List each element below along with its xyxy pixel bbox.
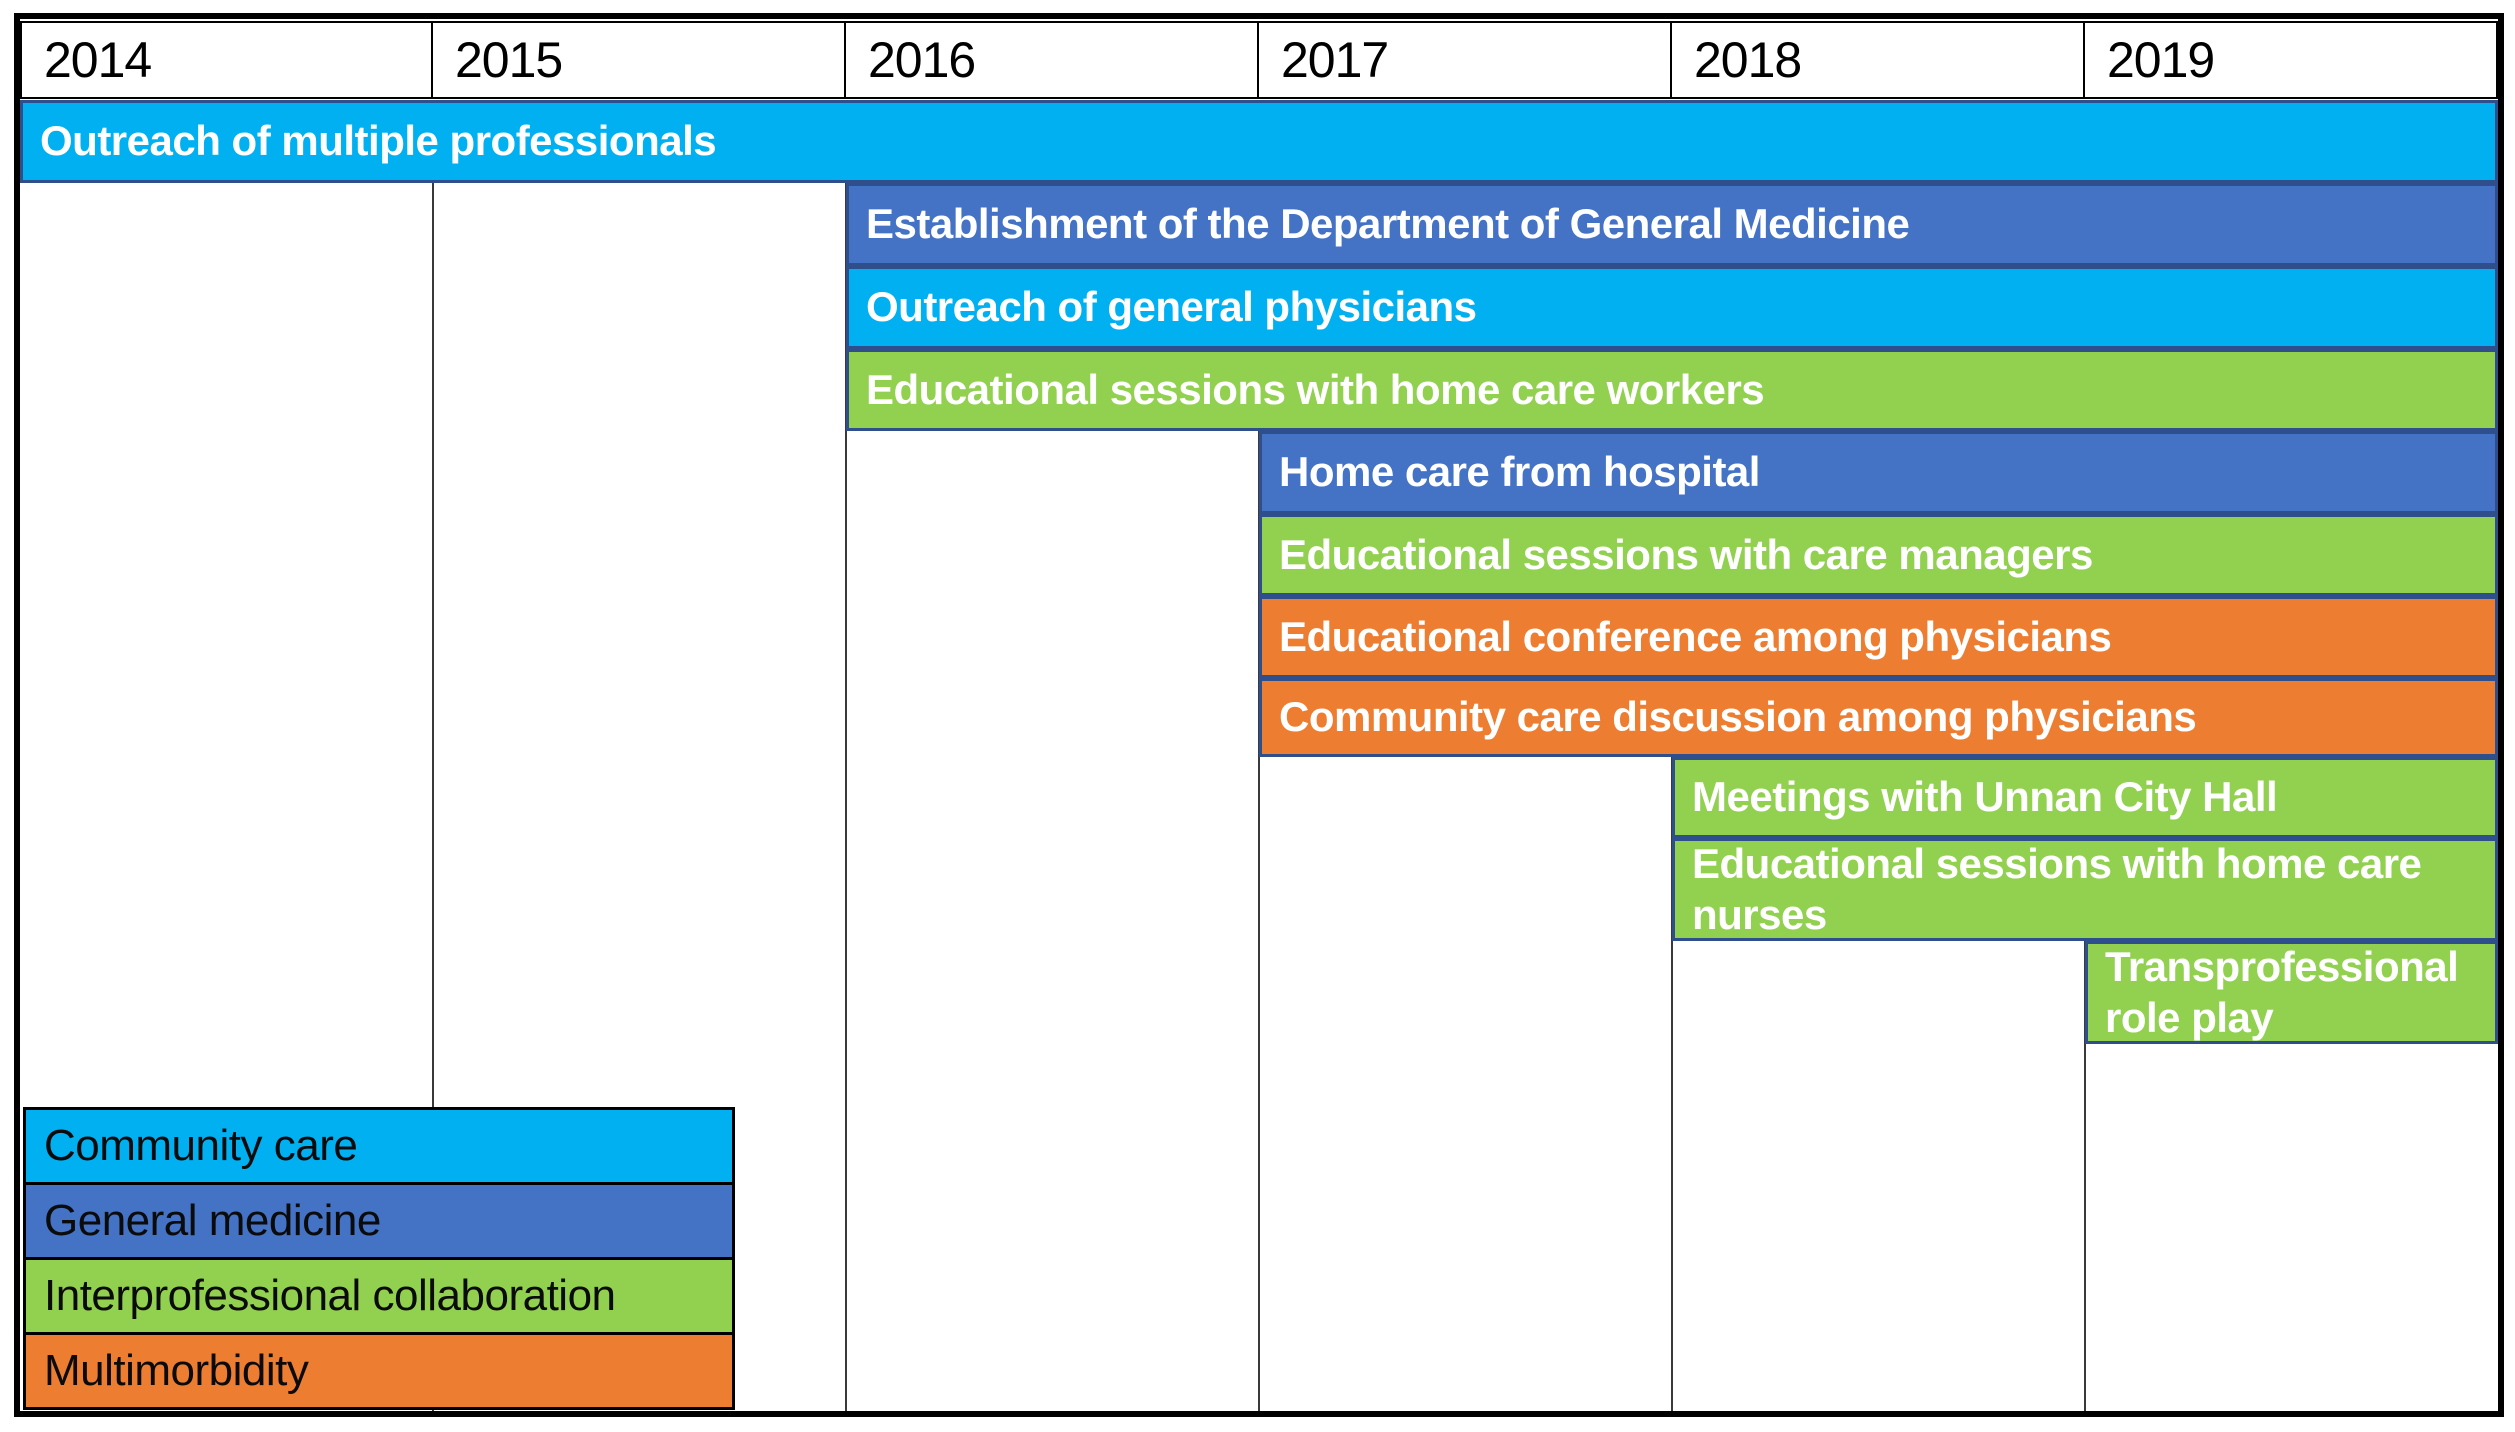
year-divider-line bbox=[1258, 431, 1260, 1411]
year-header-2018: 2018 bbox=[1670, 21, 2085, 99]
gantt-bar-label: Educational sessions with care managers bbox=[1279, 530, 2093, 578]
gantt-bar: Educational sessions with home care nurs… bbox=[1672, 838, 2498, 941]
year-divider-line bbox=[845, 183, 847, 1411]
gantt-bar: Educational sessions with care managers bbox=[1259, 514, 2498, 596]
gantt-bar-label: Outreach of multiple professionals bbox=[40, 117, 717, 165]
gantt-bar-label: Home care from hospital bbox=[1279, 448, 1760, 496]
year-divider-line bbox=[2084, 941, 2086, 1411]
gantt-bar-label: Transprofessional role play bbox=[2105, 943, 2459, 1041]
gantt-bar: Outreach of multiple professionals bbox=[20, 100, 2498, 183]
legend-item-general-medicine: General medicine bbox=[23, 1182, 735, 1260]
year-header-2016: 2016 bbox=[844, 21, 1259, 99]
legend-item-label: Multimorbidity bbox=[44, 1346, 309, 1395]
legend-item-label: Interprofessional collaboration bbox=[44, 1271, 616, 1320]
year-header-2017: 2017 bbox=[1257, 21, 1672, 99]
year-divider-line bbox=[432, 183, 434, 1411]
gantt-bar: Educational sessions with home care work… bbox=[846, 349, 2498, 431]
legend-item-label: General medicine bbox=[44, 1196, 381, 1245]
gantt-bar-label: Outreach of general physicians bbox=[866, 283, 1477, 331]
year-header-2019: 2019 bbox=[2083, 21, 2498, 99]
category-legend: Community care General medicine Interprofe… bbox=[20, 19, 2498, 1411]
legend-item-multimorbidity: Multimorbidity bbox=[23, 1332, 735, 1410]
year-divider-line bbox=[1671, 757, 1673, 1411]
year-gridlines bbox=[20, 19, 2498, 1411]
gantt-bar-label: Educational sessions with home care work… bbox=[866, 365, 1765, 413]
gantt-bar: Home care from hospital bbox=[1259, 431, 2498, 514]
gantt-bar: Outreach of general physicians bbox=[846, 266, 2498, 349]
activity-bars: Outreach of multiple professionals Establ… bbox=[20, 19, 2498, 1411]
gantt-bar: Community care discussion among physicia… bbox=[1259, 678, 2498, 757]
gantt-bar: Transprofessional role play bbox=[2085, 941, 2498, 1044]
gantt-bar: Meetings with Unnan City Hall bbox=[1672, 757, 2498, 838]
gantt-bar-label: Educational sessions with home care nurs… bbox=[1692, 840, 2422, 938]
chart-frame: 2014 2015 2016 2017 2018 2019 Outreach of mul… bbox=[14, 13, 2504, 1417]
year-header-row: 2014 2015 2016 2017 2018 2019 bbox=[20, 19, 2498, 1411]
legend-item-interprofessional-collaboration: Interprofessional collaboration bbox=[23, 1257, 735, 1335]
gantt-bar: Educational conference among physicians bbox=[1259, 596, 2498, 678]
gantt-bar-label: Community care discussion among physicia… bbox=[1279, 693, 2197, 741]
gantt-bar-label: Establishment of the Department of Gener… bbox=[866, 200, 1910, 248]
gantt-bar-label: Educational conference among physicians bbox=[1279, 612, 2112, 660]
legend-item-community-care: Community care bbox=[23, 1107, 735, 1185]
gantt-bar-label: Meetings with Unnan City Hall bbox=[1692, 773, 2278, 821]
chart-inner-area: 2014 2015 2016 2017 2018 2019 Outreach of mul… bbox=[20, 19, 2498, 1411]
gantt-bar: Establishment of the Department of Gener… bbox=[846, 183, 2498, 266]
legend-item-label: Community care bbox=[44, 1121, 358, 1170]
